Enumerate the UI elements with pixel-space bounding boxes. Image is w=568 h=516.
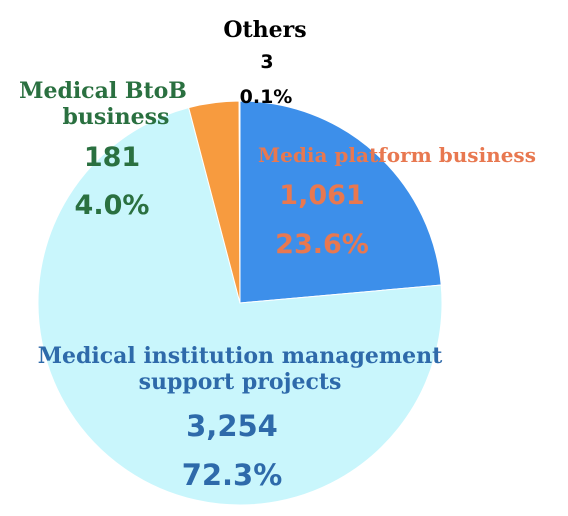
label-medical-btob-value: 181 <box>84 142 140 173</box>
label-media-platform-name: Media platform business <box>258 143 536 167</box>
label-others-name: Others <box>223 17 306 43</box>
label-medical-institution-percent: 72.3% <box>182 458 283 492</box>
label-medical-institution-value: 3,254 <box>186 409 278 443</box>
pie-slice-media-platform-business <box>239 100 442 304</box>
pie-slice-medical-institution-management-support-projects <box>37 107 443 506</box>
label-medical-institution-name-line1: Medical institution management <box>38 343 443 369</box>
label-media-platform-percent: 23.6% <box>275 229 369 260</box>
label-others-percent: 0.1% <box>240 86 293 108</box>
label-others-value: 3 <box>260 51 273 73</box>
pie-slices <box>37 100 443 506</box>
pie-slice-others <box>238 100 241 304</box>
label-medical-btob-percent: 4.0% <box>75 190 150 221</box>
label-medical-btob-name-line1: Medical BtoB <box>19 78 187 104</box>
label-medical-btob-name-line2: business <box>63 104 170 130</box>
label-media-platform-value: 1,061 <box>279 180 364 211</box>
label-medical-institution-name-line2: support projects <box>139 369 342 395</box>
